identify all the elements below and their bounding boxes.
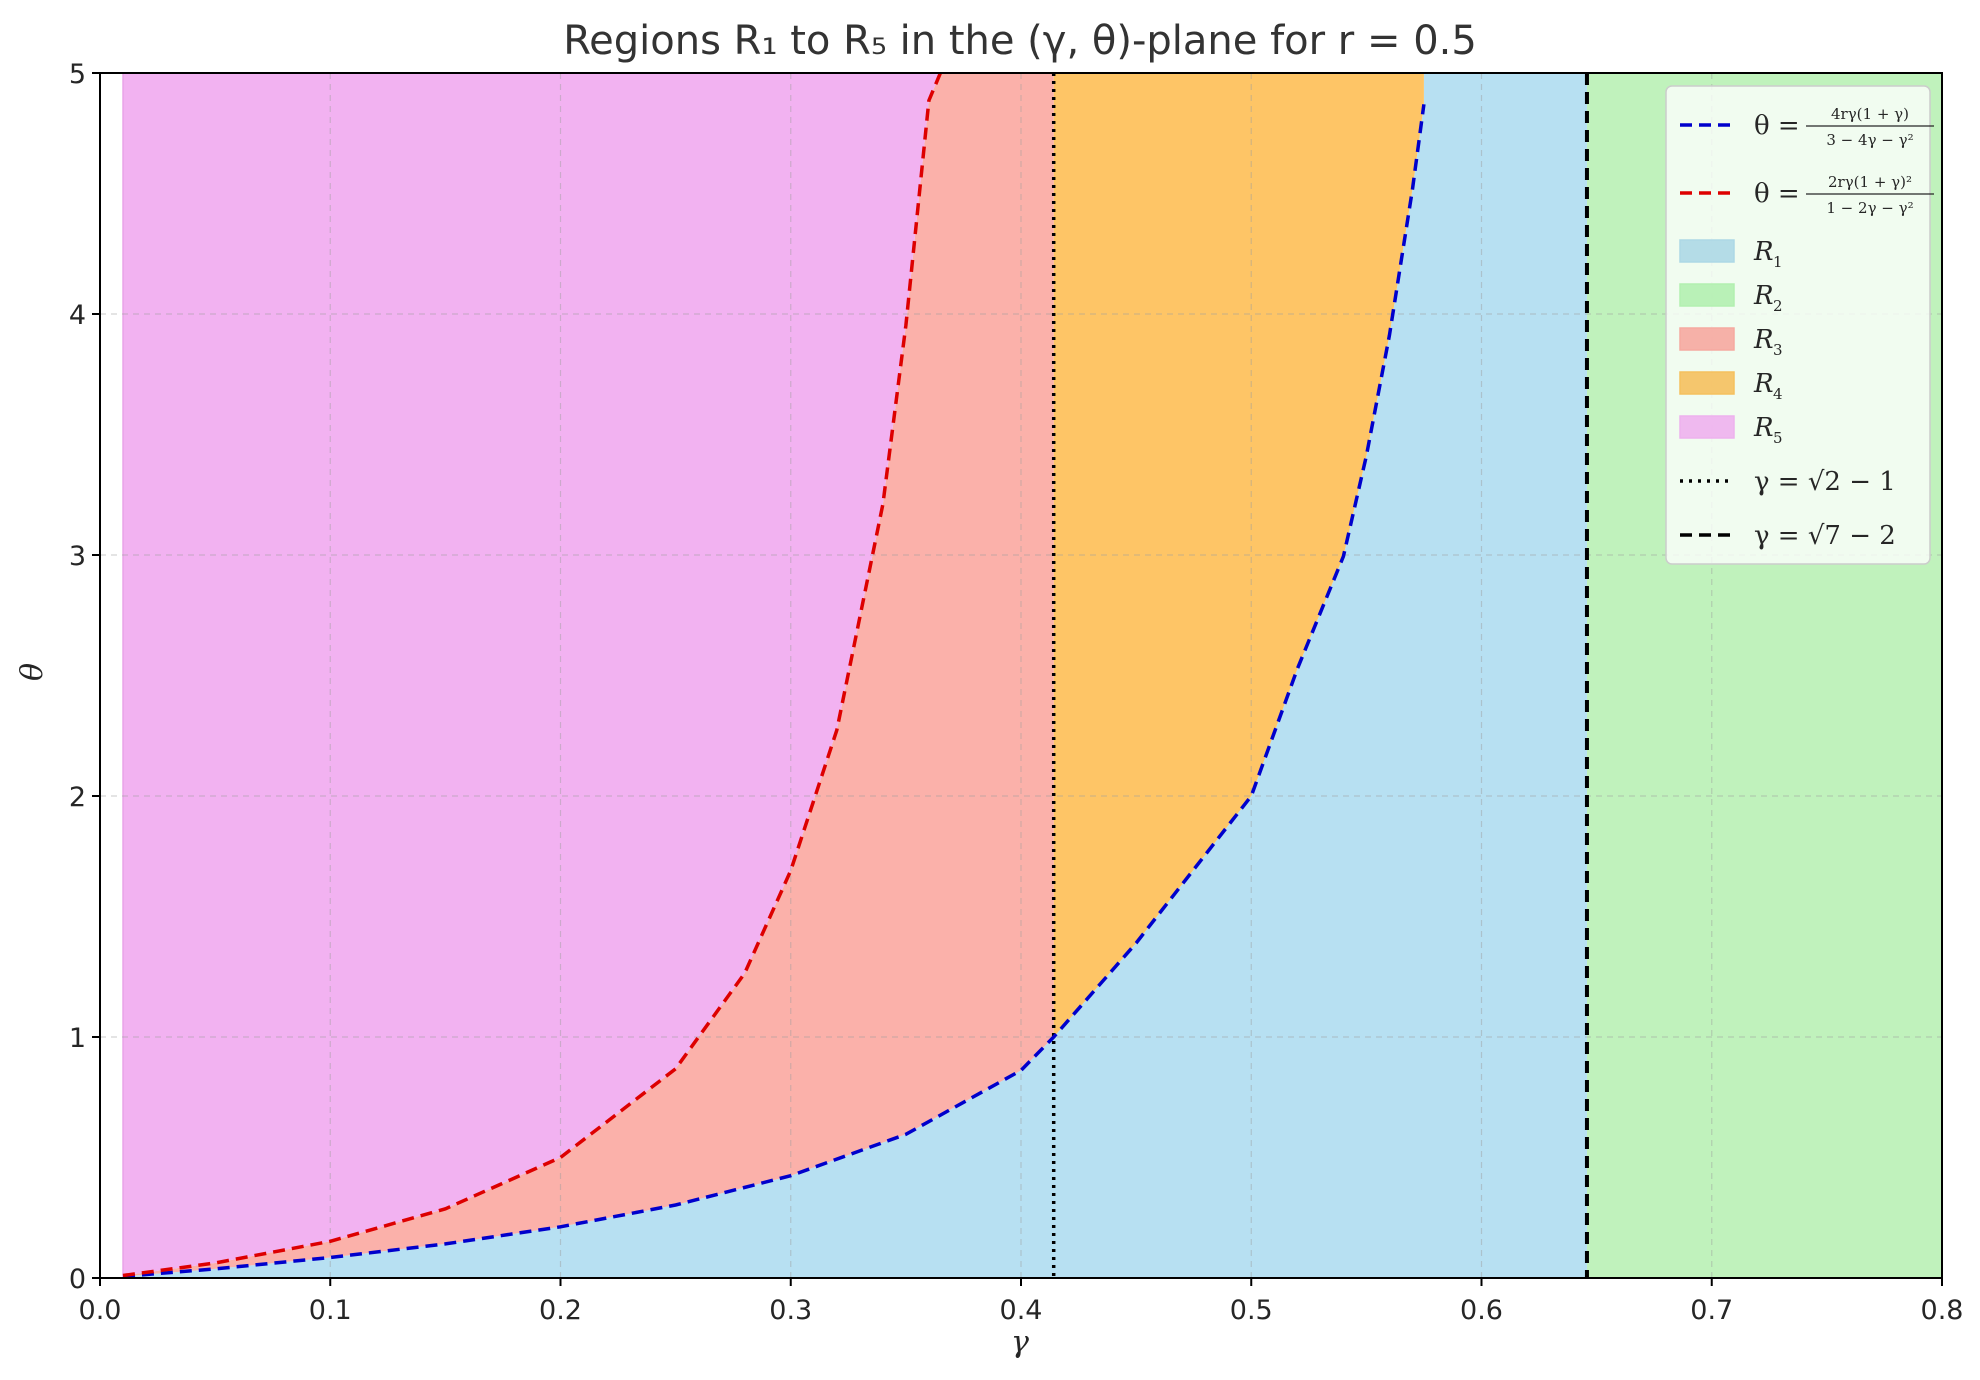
- legend-entry: γ = √7 − 2: [1680, 521, 1896, 551]
- x-tick-label: 0.5: [1230, 1295, 1273, 1326]
- x-tick-label: 0.8: [1921, 1295, 1964, 1326]
- curve-blue: [122, 104, 1426, 1279]
- x-tick-label: 0.1: [309, 1295, 352, 1326]
- y-axis-label: θ: [15, 663, 50, 681]
- legend-label-base: R: [1753, 281, 1774, 311]
- y-tick-label: 0: [69, 1264, 86, 1295]
- legend-label-denominator: 3 − 4γ − γ²: [1826, 131, 1913, 149]
- x-tick-label: 0.0: [79, 1295, 122, 1326]
- legend-label-sub: 2: [1773, 297, 1783, 315]
- x-axis-label: γ: [1011, 1325, 1029, 1360]
- legend-entry: γ = √2 − 1: [1680, 467, 1896, 497]
- legend-label-numerator: 2rγ(1 + γ)²: [1828, 173, 1912, 191]
- legend-swatch-patch: [1679, 415, 1735, 439]
- x-tick-label: 0.4: [1000, 1295, 1043, 1326]
- legend-label-sub: 5: [1773, 429, 1783, 447]
- region-r1: [123, 73, 1587, 1278]
- legend-swatch-patch: [1679, 239, 1735, 263]
- chart-title: Regions R₁ to R₅ in the (γ, θ)-plane for…: [563, 18, 1477, 64]
- legend-box: [1665, 85, 1931, 565]
- legend-label-sub: 4: [1773, 385, 1783, 403]
- legend-label: γ = √7 − 2: [1754, 521, 1896, 551]
- legend-entry: θ = 4rγ(1 + γ) 3 − 4γ − γ²: [1680, 105, 1934, 149]
- curve-red: [122, 72, 943, 1278]
- y-tick-label: 5: [69, 59, 86, 90]
- legend-swatch-patch: [1679, 327, 1735, 351]
- legend-entry: θ = 2rγ(1 + γ)² 1 − 2γ − γ²: [1680, 173, 1934, 217]
- legend-swatch-patch: [1679, 283, 1735, 307]
- y-tick-label: 4: [69, 300, 86, 331]
- vertical-lines-layer: [1051, 73, 1589, 1278]
- legend-label-prefix: θ =: [1754, 179, 1800, 209]
- legend-label-numerator: 4rγ(1 + γ): [1831, 105, 1909, 123]
- legend-label-sub: 1: [1773, 253, 1783, 271]
- curves-layer: [122, 72, 1426, 1279]
- region-r5: [123, 73, 941, 1276]
- x-tick-label: 0.7: [1690, 1295, 1733, 1326]
- legend-label-base: R: [1753, 413, 1774, 443]
- grid-layer: [100, 73, 1942, 1278]
- legend-swatch-patch: [1679, 371, 1735, 395]
- y-tick-label: 2: [69, 782, 86, 813]
- legend-label-prefix: θ =: [1754, 111, 1800, 141]
- x-tick-label: 0.3: [769, 1295, 812, 1326]
- legend: θ = 4rγ(1 + γ) 3 − 4γ − γ² θ = 2rγ(1 + γ)² 1 …: [1665, 85, 1934, 565]
- legend-label-base: R: [1753, 325, 1774, 355]
- legend-label: γ = √2 − 1: [1754, 467, 1896, 497]
- legend-label-base: R: [1753, 237, 1774, 267]
- region-r3: [123, 73, 1054, 1277]
- legend-label-sub: 3: [1773, 341, 1783, 359]
- x-tick-label: 0.6: [1460, 1295, 1503, 1326]
- legend-label-base: R: [1753, 369, 1774, 399]
- legend-label-denominator: 1 − 2γ − γ²: [1826, 199, 1913, 217]
- y-tick-label: 3: [69, 541, 86, 572]
- region-r4: [1053, 73, 1424, 1037]
- x-tick-label: 0.2: [539, 1295, 582, 1326]
- ticks-layer: 0.0 0.1 0.2 0.3 0.4 0.5 0.6 0.7 0.8 0 1 2 3 4 5: [69, 59, 1964, 1326]
- y-tick-label: 1: [69, 1023, 86, 1054]
